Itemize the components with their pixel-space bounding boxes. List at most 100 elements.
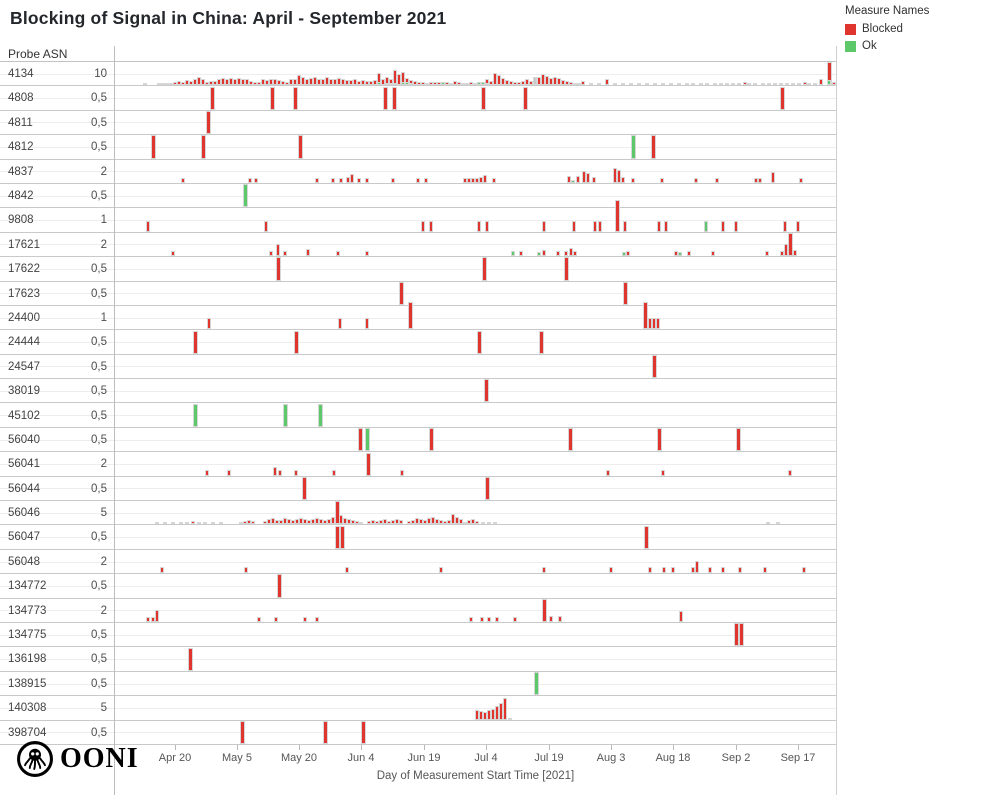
bar[interactable] <box>239 521 243 525</box>
bar[interactable] <box>605 79 609 86</box>
bar[interactable] <box>455 517 459 525</box>
bar[interactable] <box>441 82 445 86</box>
bar[interactable] <box>165 83 169 86</box>
bar[interactable] <box>270 86 275 110</box>
bar[interactable] <box>181 178 185 183</box>
bar[interactable] <box>568 428 573 452</box>
bar[interactable] <box>169 83 173 86</box>
bar[interactable] <box>695 561 699 574</box>
bar[interactable] <box>708 567 712 574</box>
bar[interactable] <box>495 617 499 623</box>
bar[interactable] <box>699 82 703 86</box>
bar[interactable] <box>674 250 678 257</box>
bar[interactable] <box>463 178 467 183</box>
bar[interactable] <box>475 521 479 525</box>
bar[interactable] <box>294 469 298 476</box>
bar[interactable] <box>395 518 399 525</box>
bar[interactable] <box>171 251 175 257</box>
bar[interactable] <box>421 82 425 86</box>
bar[interactable] <box>273 467 277 476</box>
bar[interactable] <box>679 611 683 623</box>
bar[interactable] <box>788 232 793 257</box>
bar[interactable] <box>346 176 350 183</box>
bar[interactable] <box>249 81 253 86</box>
bar[interactable] <box>802 567 806 574</box>
bar[interactable] <box>275 520 279 525</box>
bar[interactable] <box>738 567 742 574</box>
bar[interactable] <box>315 616 319 623</box>
bar[interactable] <box>206 111 211 135</box>
bar[interactable] <box>371 519 375 525</box>
bar[interactable] <box>155 609 159 623</box>
bar[interactable] <box>475 709 479 720</box>
bar[interactable] <box>645 82 649 86</box>
bar[interactable] <box>694 178 698 183</box>
bar[interactable] <box>240 720 245 744</box>
bar[interactable] <box>287 519 291 525</box>
bar[interactable] <box>339 178 343 183</box>
bar[interactable] <box>383 519 387 525</box>
bar[interactable] <box>581 80 585 86</box>
bar[interactable] <box>254 178 258 183</box>
bar[interactable] <box>409 83 413 86</box>
bar[interactable] <box>652 354 657 379</box>
bar[interactable] <box>225 78 229 86</box>
bar[interactable] <box>652 318 656 330</box>
bar[interactable] <box>773 83 777 86</box>
bar[interactable] <box>340 525 345 549</box>
bar[interactable] <box>251 521 255 525</box>
bar[interactable] <box>411 519 415 525</box>
bar[interactable] <box>495 706 499 720</box>
bar[interactable] <box>505 79 509 86</box>
bar[interactable] <box>143 83 147 86</box>
bar[interactable] <box>557 78 561 86</box>
bar[interactable] <box>181 81 185 86</box>
bar[interactable] <box>813 83 817 86</box>
bar[interactable] <box>361 79 365 86</box>
bar[interactable] <box>171 522 175 525</box>
bar[interactable] <box>337 78 341 86</box>
bar[interactable] <box>629 82 633 86</box>
bar[interactable] <box>477 330 482 354</box>
bar[interactable] <box>677 83 681 86</box>
bar[interactable] <box>299 518 303 525</box>
bar[interactable] <box>615 200 620 232</box>
bar[interactable] <box>609 567 613 574</box>
bar[interactable] <box>592 176 596 183</box>
bar[interactable] <box>188 647 193 671</box>
bar[interactable] <box>481 522 485 525</box>
bar[interactable] <box>482 257 487 281</box>
bar[interactable] <box>622 251 626 257</box>
bar[interactable] <box>151 617 155 623</box>
bar[interactable] <box>606 470 610 476</box>
bar[interactable] <box>185 521 189 525</box>
bar[interactable] <box>576 175 580 183</box>
bar[interactable] <box>429 81 433 86</box>
bar[interactable] <box>227 470 231 476</box>
bar[interactable] <box>399 281 404 305</box>
bar[interactable] <box>345 567 349 574</box>
bar[interactable] <box>359 522 363 525</box>
bar[interactable] <box>387 521 391 525</box>
bar[interactable] <box>327 518 331 525</box>
bar[interactable] <box>408 302 413 330</box>
bar[interactable] <box>509 81 513 86</box>
bar[interactable] <box>303 519 307 525</box>
bar[interactable] <box>401 82 405 86</box>
bar[interactable] <box>421 220 425 232</box>
bar[interactable] <box>523 86 528 110</box>
bar[interactable] <box>493 73 497 86</box>
bar[interactable] <box>549 615 553 623</box>
bar[interactable] <box>780 86 785 110</box>
bar[interactable] <box>237 77 241 86</box>
bar[interactable] <box>481 82 485 86</box>
bar[interactable] <box>449 82 453 86</box>
bar[interactable] <box>487 710 491 720</box>
bar[interactable] <box>425 82 429 86</box>
bar[interactable] <box>678 251 682 257</box>
bar[interactable] <box>626 250 630 257</box>
bar[interactable] <box>277 80 281 86</box>
bar[interactable] <box>469 82 473 86</box>
bar[interactable] <box>389 83 393 86</box>
bar[interactable] <box>369 81 373 86</box>
